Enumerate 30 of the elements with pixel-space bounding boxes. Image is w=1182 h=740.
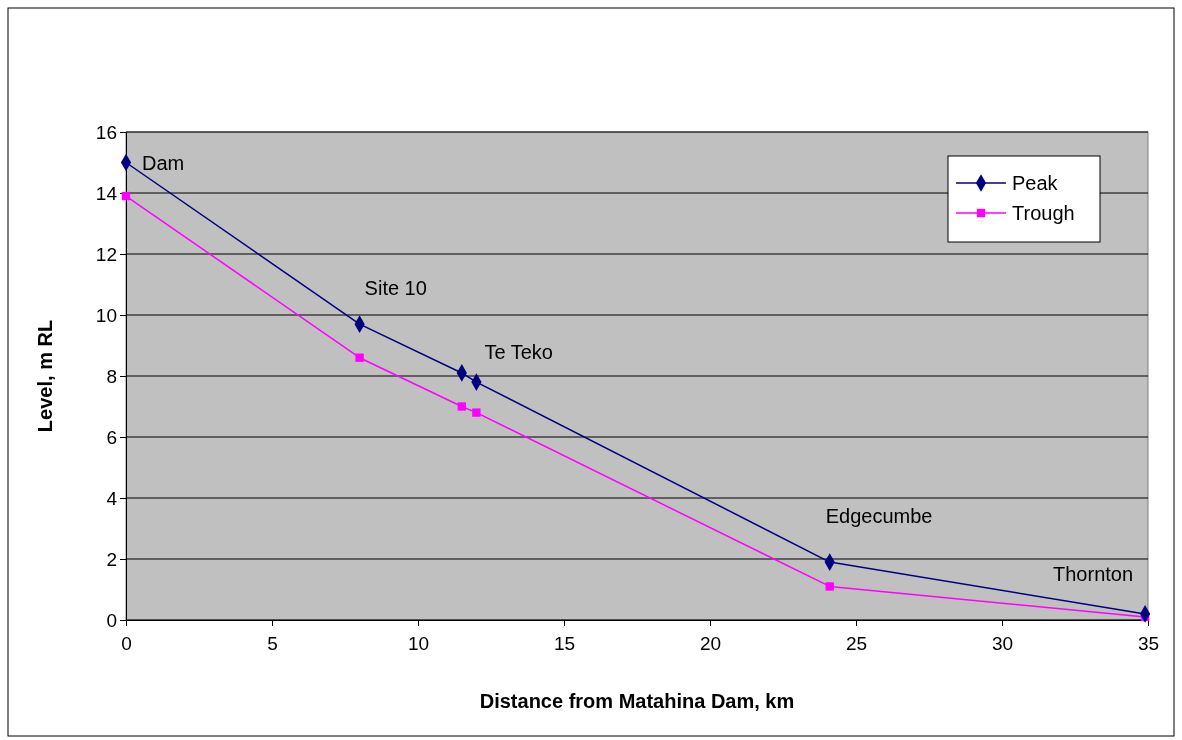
y-axis-title: Level, m RL: [34, 319, 56, 433]
annotation: Edgecumbe: [825, 505, 933, 528]
x-tick-label: 10: [407, 632, 430, 654]
legend-label: Peak: [1012, 172, 1059, 194]
x-tick-label: 25: [845, 632, 868, 654]
y-tick-label: 4: [106, 487, 118, 509]
y-tick-label: 2: [106, 548, 117, 570]
y-tick-label: 16: [95, 121, 117, 143]
x-tick-label: 0: [121, 632, 132, 654]
y-tick-label: 0: [106, 609, 117, 631]
x-tick-label: 5: [267, 632, 278, 654]
annotation: Te Teko: [484, 341, 553, 364]
x-tick-label: 20: [699, 632, 722, 654]
legend-label: Trough: [1012, 202, 1075, 224]
x-tick-label: 15: [553, 632, 576, 654]
point: [355, 353, 364, 362]
y-tick-label: 8: [106, 365, 117, 387]
y-tick-label: 14: [95, 182, 118, 204]
annotation: Thornton: [1053, 562, 1134, 585]
x-tick-label: 35: [1137, 632, 1160, 654]
y-tick-label: 10: [95, 304, 117, 326]
annotation: Site 10: [364, 277, 427, 300]
y-tick-label: 12: [95, 243, 117, 265]
x-axis-title: Distance from Matahina Dam, km: [479, 690, 795, 712]
y-tick-label: 6: [106, 426, 117, 448]
annotation: Dam: [142, 151, 185, 174]
point: [457, 402, 466, 411]
point: [825, 582, 834, 591]
x-tick-label: 30: [991, 632, 1014, 654]
point: [472, 408, 481, 417]
